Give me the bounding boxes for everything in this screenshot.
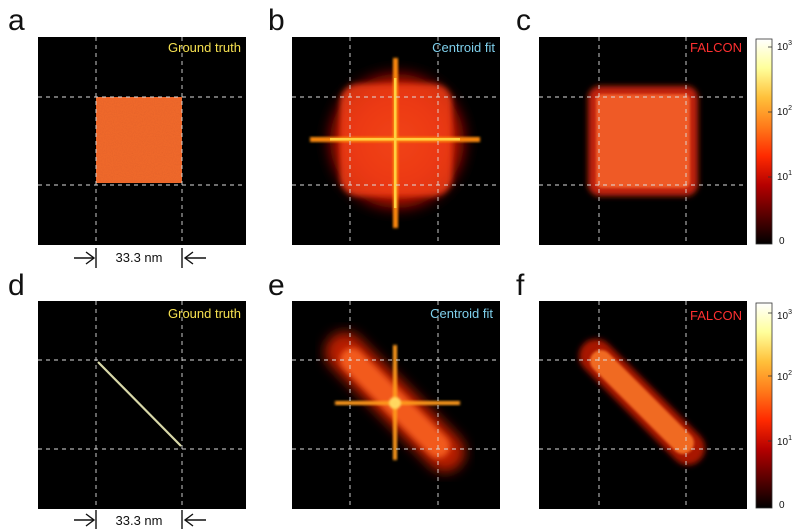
colorbar-top-tick-1: 101 (777, 170, 792, 183)
panel-title-d: Ground truth (168, 306, 241, 321)
panel-letter-e: e (268, 269, 285, 302)
panel-title-c: FALCON (690, 40, 742, 55)
panel-letter-b: b (268, 4, 285, 37)
panel-letter-d: d (8, 269, 25, 302)
panel-d: d Ground truth (8, 269, 246, 509)
colorbar-top-tick-0: 0 (779, 236, 785, 247)
panel-c: c FALCON (516, 4, 747, 245)
panel-title-b: Centroid fit (432, 40, 495, 55)
colorbar-bottom: 103 102 101 0 (756, 303, 792, 511)
colorbar-top-tick-2: 102 (777, 105, 792, 118)
square-ground-truth (96, 97, 182, 183)
colorbar-bottom-tick-3: 103 (777, 309, 792, 322)
scale-bar-bottom-label: 33.3 nm (116, 513, 163, 528)
panel-b: b Centroid fit (268, 4, 500, 245)
panel-title-f: FALCON (690, 308, 742, 323)
colorbar-top-tick-3: 103 (777, 40, 792, 53)
colorbar-bottom-tick-2: 102 (777, 370, 792, 383)
panel-title-e: Centroid fit (430, 306, 493, 321)
colorbar-top-gradient (756, 39, 772, 244)
scale-bar-top-label: 33.3 nm (116, 250, 163, 265)
panel-f: f FALCON (516, 269, 747, 509)
colorbar-bottom-tick-0: 0 (779, 500, 785, 511)
colorbar-top: 103 102 101 0 (756, 39, 792, 247)
falcon-square-core (596, 94, 690, 188)
panel-letter-c: c (516, 4, 531, 37)
panel-letter-a: a (8, 4, 25, 37)
colorbar-bottom-tick-1: 101 (777, 435, 792, 448)
colorbar-bottom-gradient (756, 303, 772, 508)
panel-letter-f: f (516, 269, 525, 302)
panel-e: e Centroid fit (268, 269, 500, 509)
panel-title-a: Ground truth (168, 40, 241, 55)
panel-a: a Ground truth (8, 4, 246, 245)
